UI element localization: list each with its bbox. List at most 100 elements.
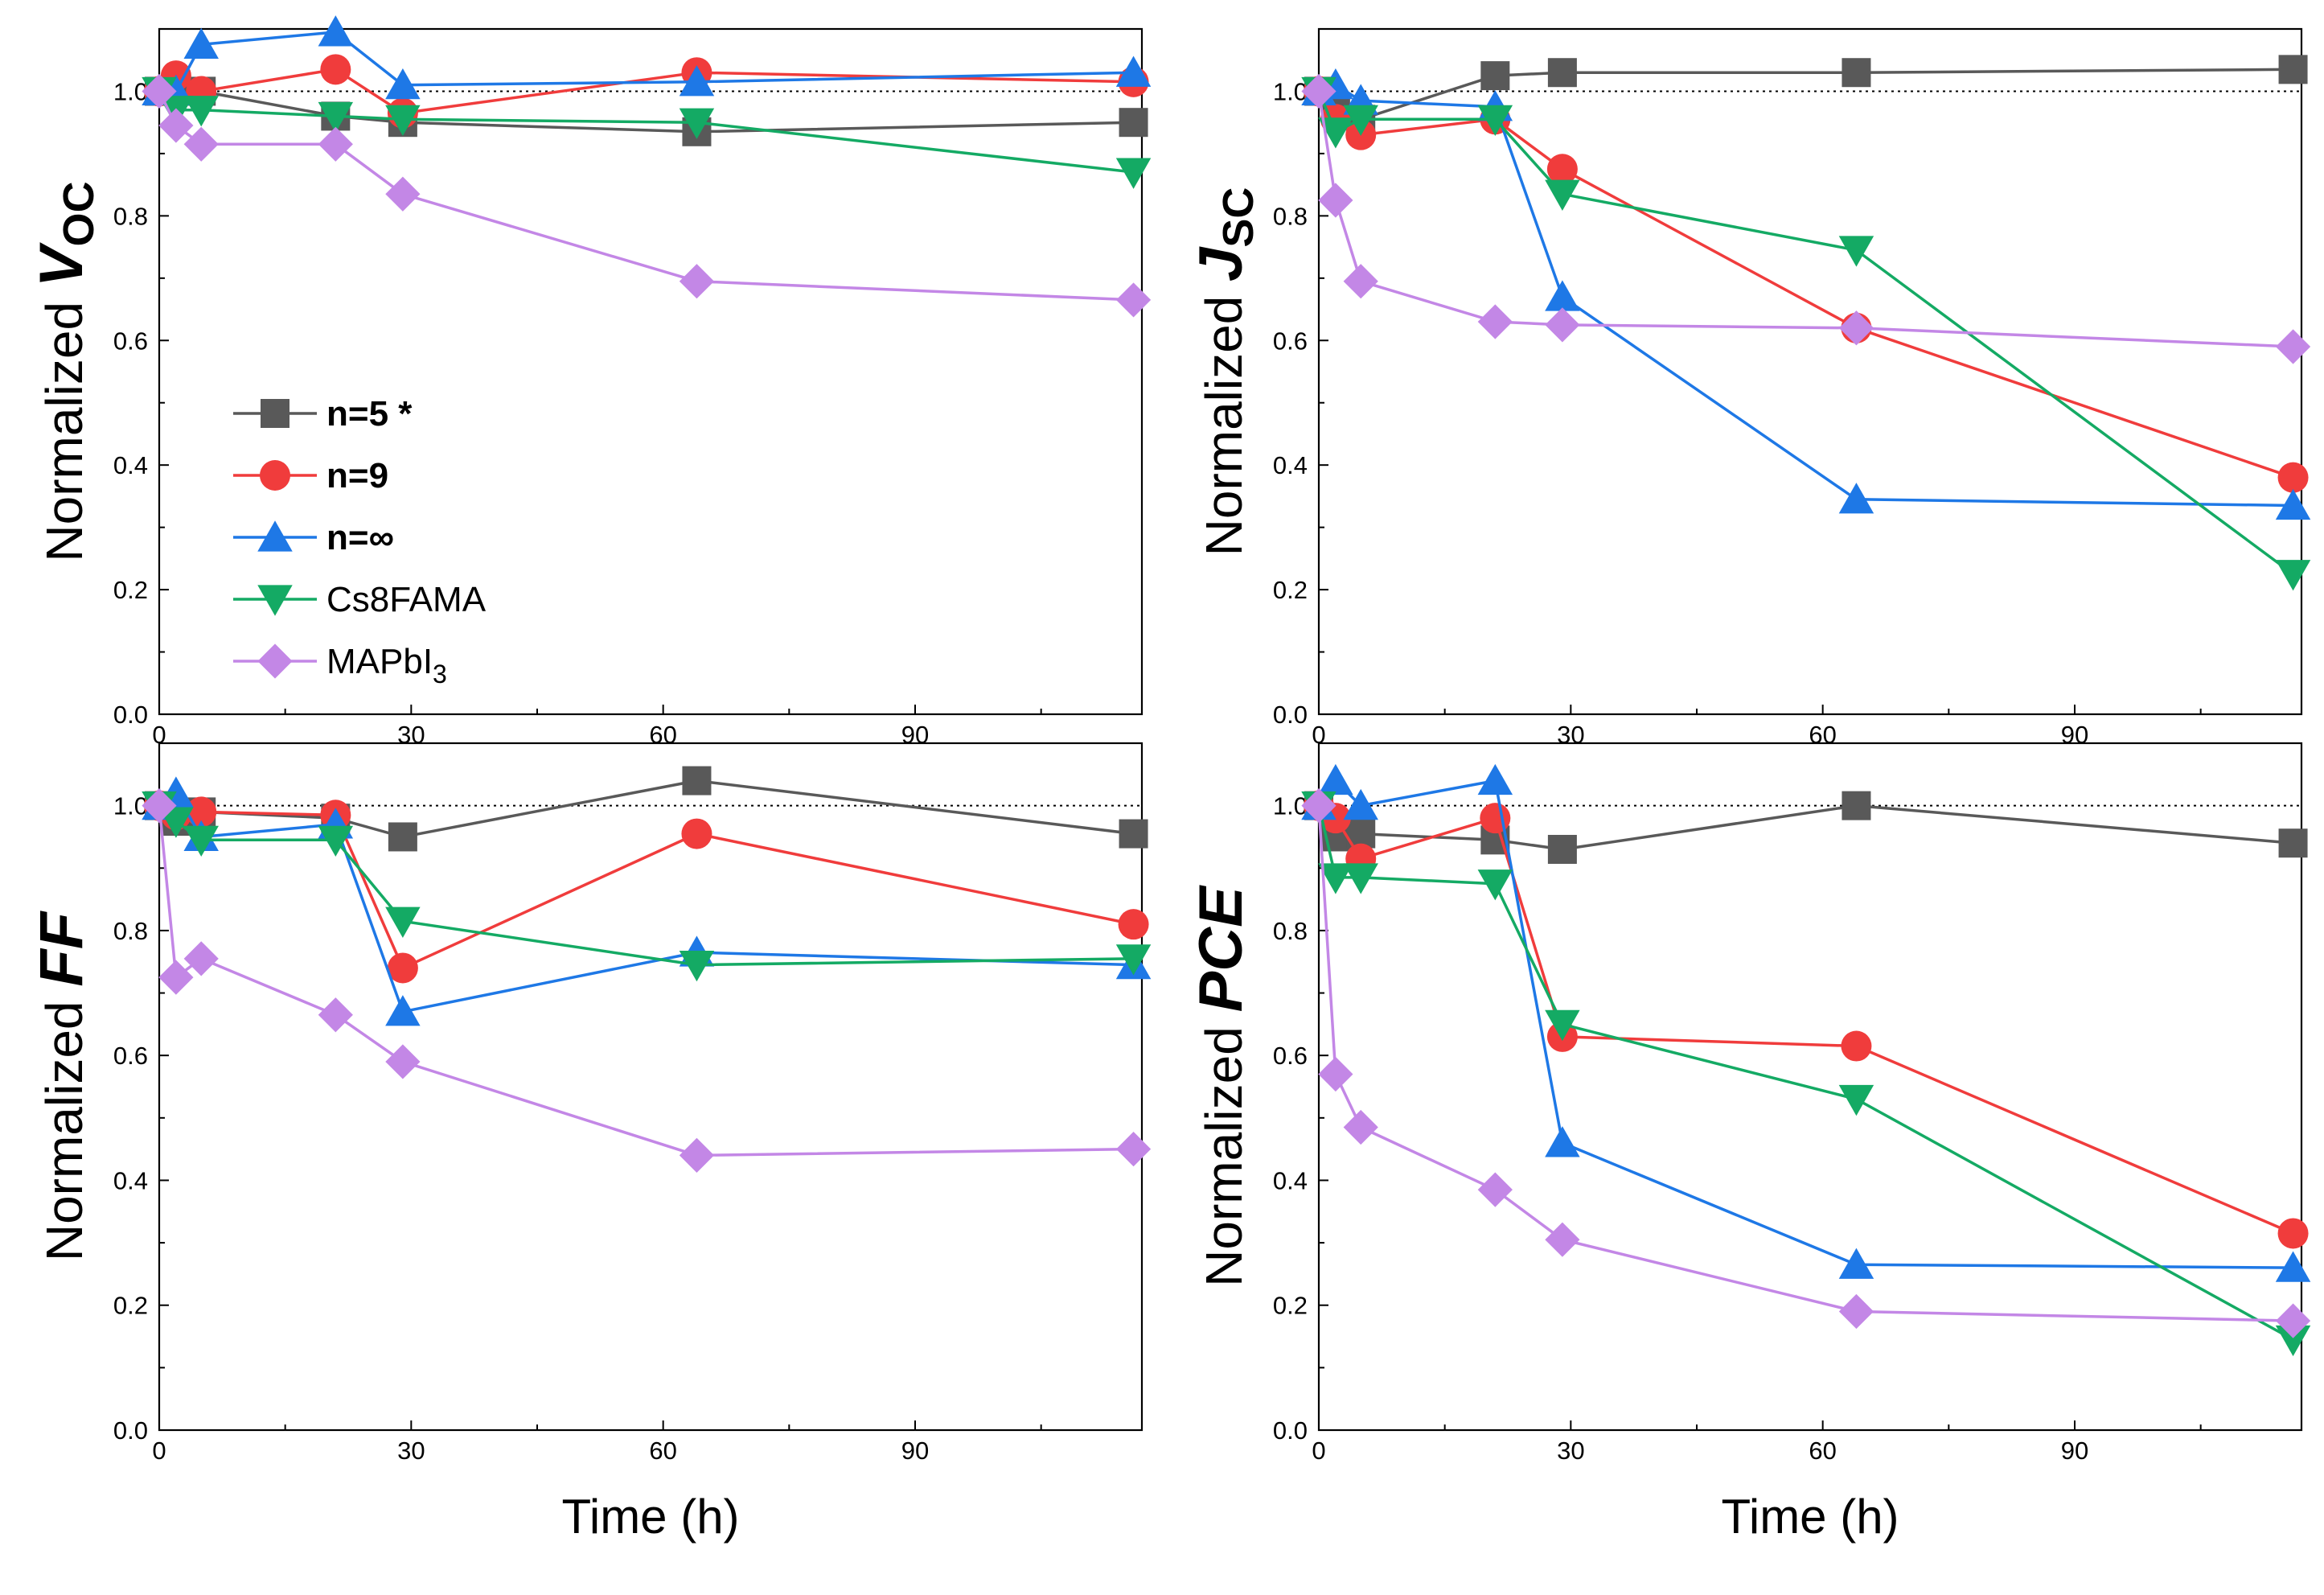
data-point [1477,304,1513,339]
legend-label: MAPbI3 [326,642,447,689]
legend-label: n=9 [326,456,388,495]
legend-marker [257,520,293,552]
y-axis-label: Normalized VOC [27,181,103,561]
data-point [682,766,712,795]
series-line [159,31,1134,93]
series-line [1317,779,2293,1269]
x-tick-label: 90 [901,1437,929,1465]
data-point [318,997,353,1033]
series-MAPbI3 [142,788,1152,1173]
series-n9 [144,790,1149,984]
data-point [1318,117,1353,149]
y-tick-label: 0.4 [113,451,148,479]
data-point [183,126,219,162]
y-tick-label: 0.2 [1273,1292,1308,1320]
data-point [142,788,177,824]
x-tick-label: 30 [1557,1437,1584,1465]
legend: n=5 * n=9 n=∞ Cs8FAMA MAPbI3 [233,394,487,689]
data-point [1115,282,1152,318]
series-n9 [1304,790,2309,1249]
data-point [158,960,194,995]
data-point [2275,1303,2311,1338]
series-line [1317,68,2293,121]
series-n [1301,763,2311,1282]
legend-item: n=∞ [233,518,394,557]
data-point [186,796,217,828]
data-point [1841,1030,1872,1062]
y-tick-label: 0.4 [113,1166,148,1194]
legend-item: n=5 * [233,394,413,434]
data-point [679,264,715,299]
legend-item: MAPbI3 [233,642,447,689]
y-tick-label: 0.8 [1273,202,1308,230]
y-tick-label: 0.6 [1273,327,1308,355]
series-n9 [1304,76,2309,493]
legend-item: n=9 [233,456,388,495]
data-point [2275,1251,2311,1282]
y-tick-label: 0.6 [113,1042,148,1070]
data-point [1480,61,1510,91]
legend-label: n=5 * [326,394,413,434]
x-axis-label: Time (h) [561,1490,739,1544]
x-tick-label: 90 [2061,1437,2088,1465]
data-point [1318,1056,1353,1092]
data-point [158,108,194,143]
legend-marker [261,399,289,428]
y-tick-label: 1.0 [1273,77,1308,105]
data-point [679,65,715,97]
series-line [158,804,1134,967]
series-n [1301,68,2311,520]
y-tick-label: 0.0 [1273,1416,1308,1445]
series-line [158,90,1134,174]
data-point [679,108,715,139]
y-tick-label: 0.2 [1273,576,1308,604]
series-line [1317,91,2293,348]
data-point [1842,791,1871,820]
panel-voc: 0.0 0.2 0.4 0.6 0.8 1.0 0 30 60 90 Normalized VOC [27,15,1152,749]
series-line [1317,805,2294,1341]
legend-item: Cs8FAMA [233,580,487,619]
series-MAPbI3 [142,73,1152,318]
y-tick-label: 0.2 [113,576,148,604]
x-tick-label: 30 [397,1437,425,1465]
data-point [1545,1126,1580,1157]
y-tick-label: 1.0 [113,77,148,105]
data-point [142,73,177,109]
data-point [679,1137,715,1173]
data-point [1343,863,1378,894]
series-line [158,83,1134,134]
data-point [2278,55,2308,84]
y-tick-label: 0.4 [1273,451,1308,479]
y-axis-label: Normalized FF [27,910,96,1261]
data-point [385,176,421,212]
data-point [2275,560,2311,591]
data-point [385,68,421,100]
y-tick-label: 0.0 [113,701,148,729]
data-point [183,96,219,127]
series-line [1318,83,2293,508]
legend-label: Cs8FAMA [326,580,487,619]
data-point [1545,307,1580,343]
data-point [320,54,351,85]
data-point [1118,909,1149,940]
data-point [318,825,354,857]
panel-jsc: 0.0 0.2 0.4 0.6 0.8 1.0 0 30 60 90 Normalized JSC [1187,27,2311,749]
data-point [1318,863,1353,894]
series-n5 [1304,55,2308,134]
data-point [1115,944,1152,976]
data-point [385,105,421,137]
plot-frame [1317,742,2303,1432]
data-point [1838,1084,1874,1116]
y-tick-label: 0.2 [113,1292,148,1320]
data-point [1838,1248,1874,1279]
legend-marker [257,585,293,616]
x-tick-label: 90 [901,721,929,749]
data-point [1477,1172,1513,1207]
legend-marker [260,460,290,491]
x-tick-label: 60 [649,1437,676,1465]
x-tick-label: 60 [649,721,676,749]
data-point [1301,73,1337,109]
series-MAPbI3 [1301,73,2311,364]
